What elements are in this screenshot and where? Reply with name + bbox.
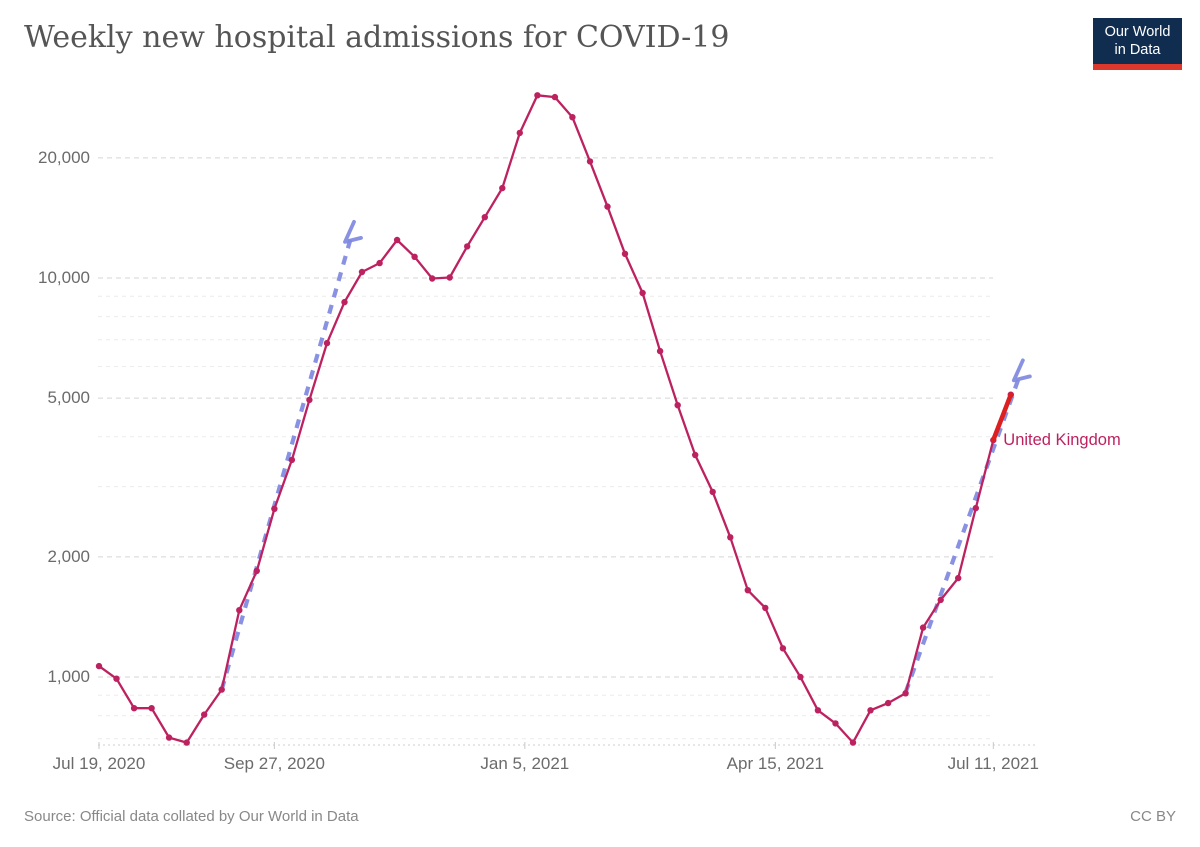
data-point xyxy=(849,739,857,746)
data-point xyxy=(727,534,734,541)
data-point xyxy=(955,574,962,582)
data-point xyxy=(464,243,471,250)
data-point xyxy=(148,705,155,712)
source-note: Source: Official data collated by Our Wo… xyxy=(24,808,359,825)
data-point xyxy=(130,705,138,712)
y-axis-tick-label: 1,000 xyxy=(47,667,90,686)
data-point xyxy=(236,607,243,614)
y-axis-tick-label: 2,000 xyxy=(47,546,90,566)
data-point xyxy=(972,504,979,512)
projection-dashed-line xyxy=(903,377,1021,694)
data-point xyxy=(446,274,453,281)
x-axis-tick-label: Sep 27, 2020 xyxy=(223,754,325,773)
highlight-segment xyxy=(990,392,1014,443)
data-point xyxy=(481,214,488,221)
data-point xyxy=(288,456,296,464)
data-point xyxy=(709,488,716,496)
data-point xyxy=(621,250,629,257)
data-point xyxy=(744,587,751,594)
data-point xyxy=(797,673,804,681)
data-point xyxy=(551,93,559,101)
data-point xyxy=(674,402,681,409)
owid-logo: Our World in Data xyxy=(1093,18,1182,70)
data-point xyxy=(253,567,260,575)
data-point xyxy=(393,236,401,244)
projection-dashed-line xyxy=(219,239,353,691)
series-line-united-kingdom xyxy=(97,94,1012,744)
data-point xyxy=(411,253,418,260)
data-point xyxy=(271,505,278,512)
projection-arrowhead xyxy=(343,219,363,244)
owid-logo-line1: Our World xyxy=(1104,24,1171,40)
data-point xyxy=(779,645,787,652)
license-badge: CC BY xyxy=(1130,808,1176,825)
data-point xyxy=(534,92,541,99)
data-point xyxy=(165,734,173,741)
data-point xyxy=(429,275,436,282)
data-point xyxy=(183,739,190,746)
data-point xyxy=(919,624,927,631)
data-point xyxy=(586,158,594,165)
data-point xyxy=(656,347,664,355)
data-point xyxy=(569,114,576,121)
x-axis-tick-label: Jul 19, 2020 xyxy=(52,754,146,773)
owid-logo-line2: in Data xyxy=(1114,42,1161,58)
data-point xyxy=(113,675,120,682)
data-point xyxy=(306,396,313,404)
data-point xyxy=(358,268,366,276)
data-point xyxy=(762,604,769,612)
data-point xyxy=(692,451,699,459)
owid-logo-red-bar xyxy=(1093,64,1182,70)
data-point xyxy=(218,686,225,693)
data-point xyxy=(867,707,874,714)
x-axis-tick-label: Jan 5, 2021 xyxy=(480,754,570,773)
data-point xyxy=(201,711,208,718)
data-point xyxy=(884,699,892,707)
data-point xyxy=(937,596,944,604)
data-point xyxy=(639,289,646,297)
projection-arrowhead xyxy=(1011,358,1032,383)
data-point xyxy=(516,129,523,137)
data-point xyxy=(814,707,822,714)
data-point xyxy=(323,339,331,347)
data-point xyxy=(95,662,103,670)
page-title: Weekly new hospital admissions for COVID… xyxy=(24,20,730,55)
y-axis-tick-label: 10,000 xyxy=(38,268,90,287)
data-point xyxy=(832,720,839,727)
data-point xyxy=(341,298,348,306)
data-point xyxy=(376,259,383,267)
x-axis-tick-label: Apr 15, 2021 xyxy=(726,754,825,773)
series-label: United Kingdom xyxy=(1003,431,1121,450)
data-point xyxy=(902,690,909,697)
y-axis-tick-label: 20,000 xyxy=(38,147,90,167)
data-point xyxy=(499,184,506,192)
x-axis-tick-label: Jul 11, 2021 xyxy=(947,754,1039,773)
data-point xyxy=(604,203,611,210)
y-axis-tick-label: 5,000 xyxy=(47,388,90,408)
